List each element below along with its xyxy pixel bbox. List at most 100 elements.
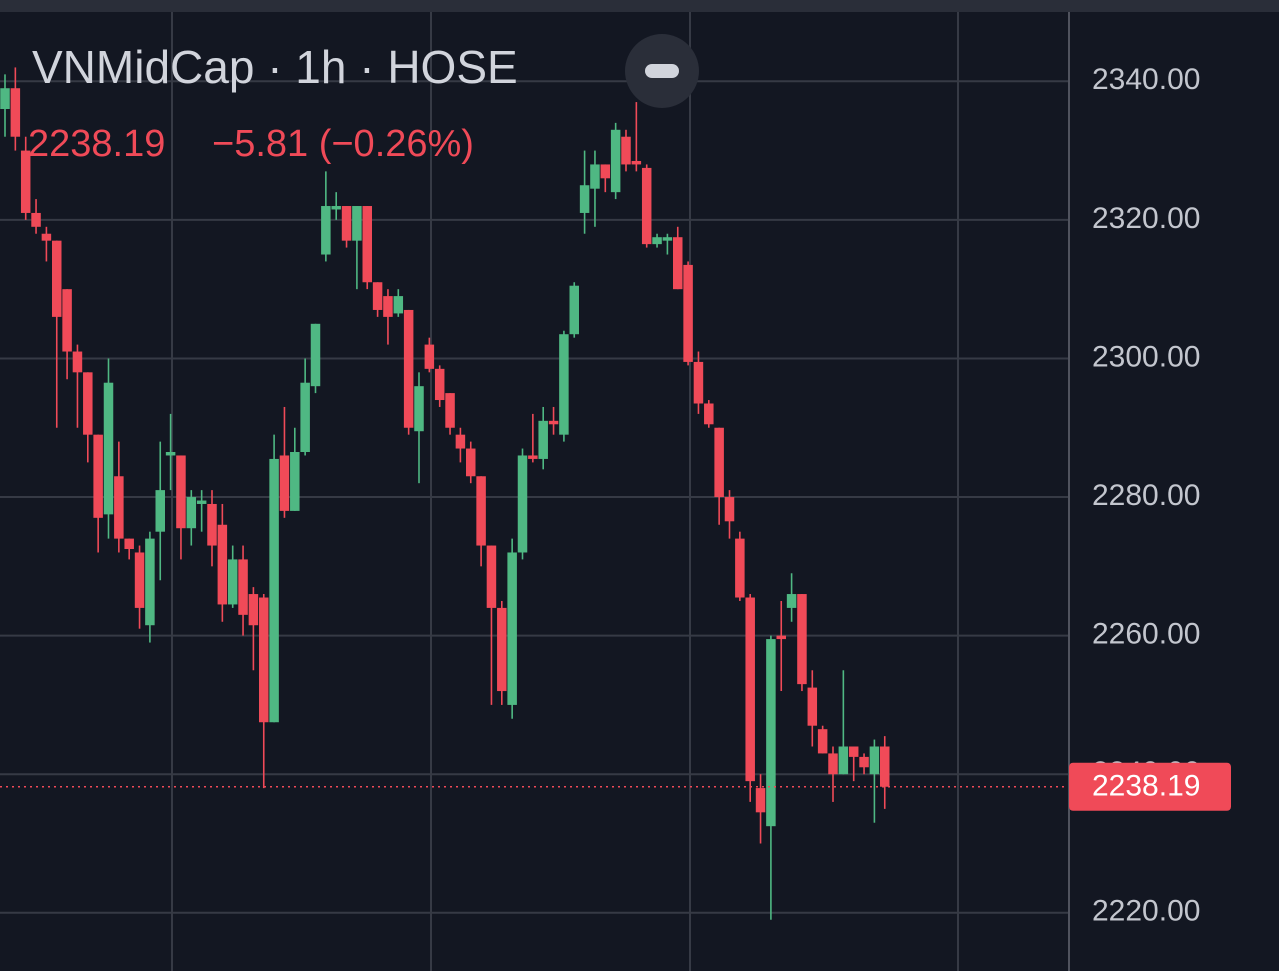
candle-body: [227, 559, 238, 605]
candle-body: [755, 788, 766, 813]
candle-body: [559, 334, 569, 435]
candle-body: [859, 756, 869, 768]
candle-body: [321, 206, 331, 255]
candle-body: [186, 497, 197, 529]
candle-body: [828, 753, 838, 775]
candle-body: [466, 448, 476, 477]
candle-body: [93, 434, 103, 518]
candle-body: [538, 420, 548, 459]
last-price-badge: [1069, 762, 1231, 811]
price-grid: [0, 80, 1068, 914]
chart-title: VNMidCap · 1h · HOSE: [32, 41, 518, 93]
y-tick-label: 2300.00: [1092, 340, 1200, 373]
candle-body: [621, 136, 631, 165]
collapse-button[interactable]: [625, 34, 699, 108]
candle-body: [103, 382, 114, 515]
candle-body: [62, 289, 72, 352]
candle-body: [341, 206, 352, 241]
candle-body: [279, 455, 290, 511]
candle-body: [786, 594, 797, 608]
candle-body: [600, 164, 611, 179]
candle-body: [155, 490, 165, 532]
last-price-label: 2238.19: [1092, 770, 1200, 803]
header-change: −5.81 (−0.26%): [212, 123, 474, 165]
candle-body: [838, 746, 849, 775]
candle-body: [196, 500, 207, 504]
candle-body: [548, 420, 559, 425]
candle-body: [248, 594, 259, 626]
candle-body: [259, 597, 269, 723]
y-tick-label: 2320.00: [1092, 202, 1200, 235]
candle-body: [848, 746, 859, 757]
candle-body: [176, 455, 186, 529]
candle-body: [817, 729, 828, 754]
candle-body: [165, 452, 176, 456]
candle-body: [72, 351, 83, 373]
candle-body: [528, 455, 538, 459]
candle-body: [352, 206, 362, 241]
candle-body: [31, 212, 41, 227]
y-tick-label: 2280.00: [1092, 479, 1200, 512]
candle-body: [207, 503, 217, 546]
price-axis: 2220.002240.002260.002280.002300.002320.…: [1069, 63, 1231, 928]
candle-body: [114, 476, 124, 539]
candle-body: [590, 164, 600, 189]
header-price: 2238.19: [28, 123, 165, 165]
candle-body: [0, 88, 10, 110]
candle-body: [217, 524, 228, 605]
candle-body: [776, 635, 786, 640]
candle-body: [497, 607, 507, 692]
candle-body: [331, 206, 341, 210]
candle-body: [476, 476, 486, 546]
candle-body: [735, 538, 745, 598]
candle-body: [517, 455, 528, 553]
candle-body: [807, 687, 818, 726]
candle-body: [383, 296, 393, 317]
candle-body: [673, 237, 683, 290]
candle-body: [362, 206, 372, 283]
y-tick-label: 2220.00: [1092, 895, 1200, 928]
candle-body: [372, 282, 383, 310]
candle-body: [766, 639, 776, 827]
candle-body: [631, 160, 642, 165]
candle-body: [683, 264, 693, 362]
candle-body: [569, 285, 579, 335]
candle-body: [641, 167, 652, 245]
candle-body: [693, 361, 704, 404]
candle-body: [300, 382, 310, 453]
candle-body: [134, 552, 145, 608]
candle-body: [745, 597, 755, 782]
candle-body: [797, 594, 807, 685]
candle-body: [20, 150, 31, 213]
candle-body: [10, 88, 21, 137]
candle-body: [445, 393, 455, 428]
candle-body: [662, 237, 673, 241]
top-bar: [0, 0, 1279, 12]
candle-body: [714, 427, 724, 498]
candle-body: [434, 368, 445, 401]
candle-body: [507, 552, 517, 705]
candle-body: [880, 746, 890, 787]
candles: [0, 67, 890, 920]
candle-body: [652, 237, 662, 245]
candle-body: [145, 538, 155, 626]
candle-body: [579, 185, 590, 213]
y-tick-label: 2340.00: [1092, 63, 1200, 96]
candle-body: [393, 296, 404, 314]
candle-body: [869, 746, 880, 775]
y-tick-label: 2260.00: [1092, 618, 1200, 651]
candle-body: [269, 458, 279, 723]
candle-body: [455, 434, 466, 449]
candle-body: [403, 309, 414, 428]
candle-body: [610, 129, 621, 193]
candle-body: [83, 372, 93, 435]
candle-body: [41, 233, 52, 241]
candle-body: [290, 452, 300, 511]
candle-body: [52, 240, 62, 317]
candle-body: [124, 538, 134, 550]
candle-body: [414, 386, 424, 432]
candle-body: [238, 559, 248, 615]
